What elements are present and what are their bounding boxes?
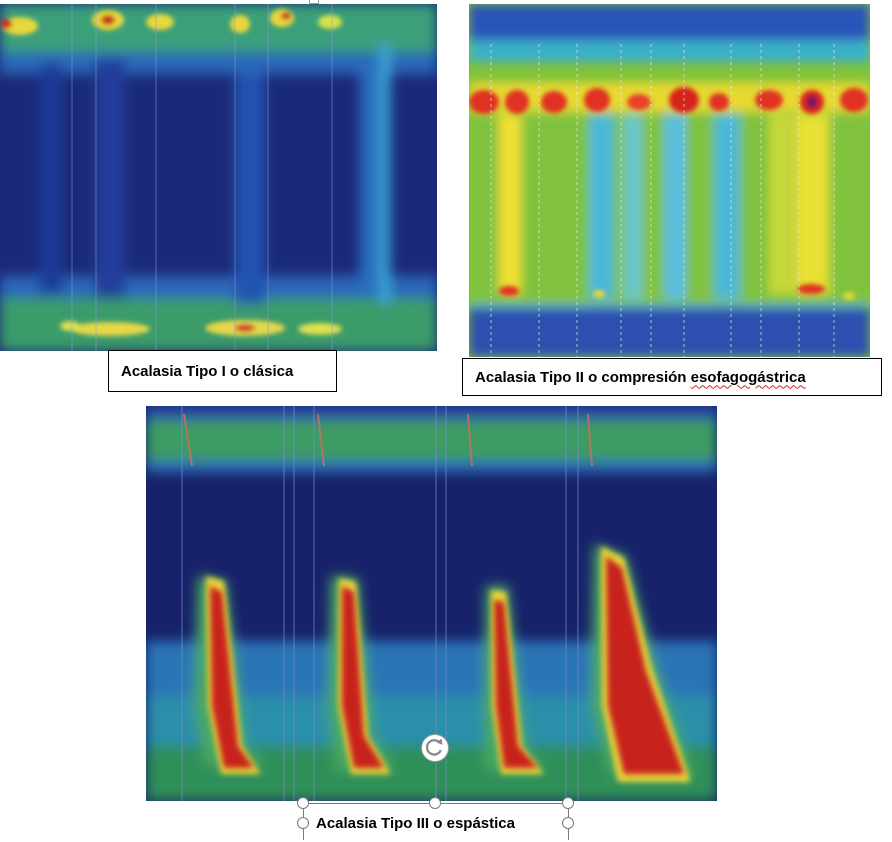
caption-tipo-2[interactable]: Acalasia Tipo II o compresión esofagogás… (462, 358, 882, 396)
caption-tipo-2-spellcheck-word: esofagogástrica (690, 368, 806, 386)
hrm-plot-tipo-1[interactable] (0, 4, 437, 351)
page-edge-marker (309, 0, 319, 4)
resize-handle-middle-left-icon[interactable] (297, 817, 309, 829)
caption-tipo-2-text: Acalasia Tipo II o compresión esofagogás… (475, 369, 806, 386)
resize-handle-top-left-icon[interactable] (297, 797, 309, 809)
resize-handle-top-right-icon[interactable] (562, 797, 574, 809)
pressure-topography-tipo-2 (469, 4, 870, 357)
pressure-topography-tipo-1 (0, 4, 437, 351)
caption-tipo-1-text: Acalasia Tipo I o clásica (121, 362, 294, 380)
caption-tipo-3-text: Acalasia Tipo III o espástica (316, 814, 515, 832)
caption-tipo-1[interactable]: Acalasia Tipo I o clásica (108, 350, 337, 392)
hrm-plot-tipo-2[interactable] (469, 4, 870, 357)
rotate-handle-icon[interactable] (421, 734, 449, 762)
caption-tipo-3-selected[interactable]: Acalasia Tipo III o espástica (303, 804, 569, 842)
rotate-connector-line (435, 762, 436, 803)
resize-handle-middle-right-icon[interactable] (562, 817, 574, 829)
resize-handle-top-center-icon[interactable] (429, 797, 441, 809)
caption-tipo-2-main: Acalasia Tipo II o compresión (475, 368, 691, 386)
